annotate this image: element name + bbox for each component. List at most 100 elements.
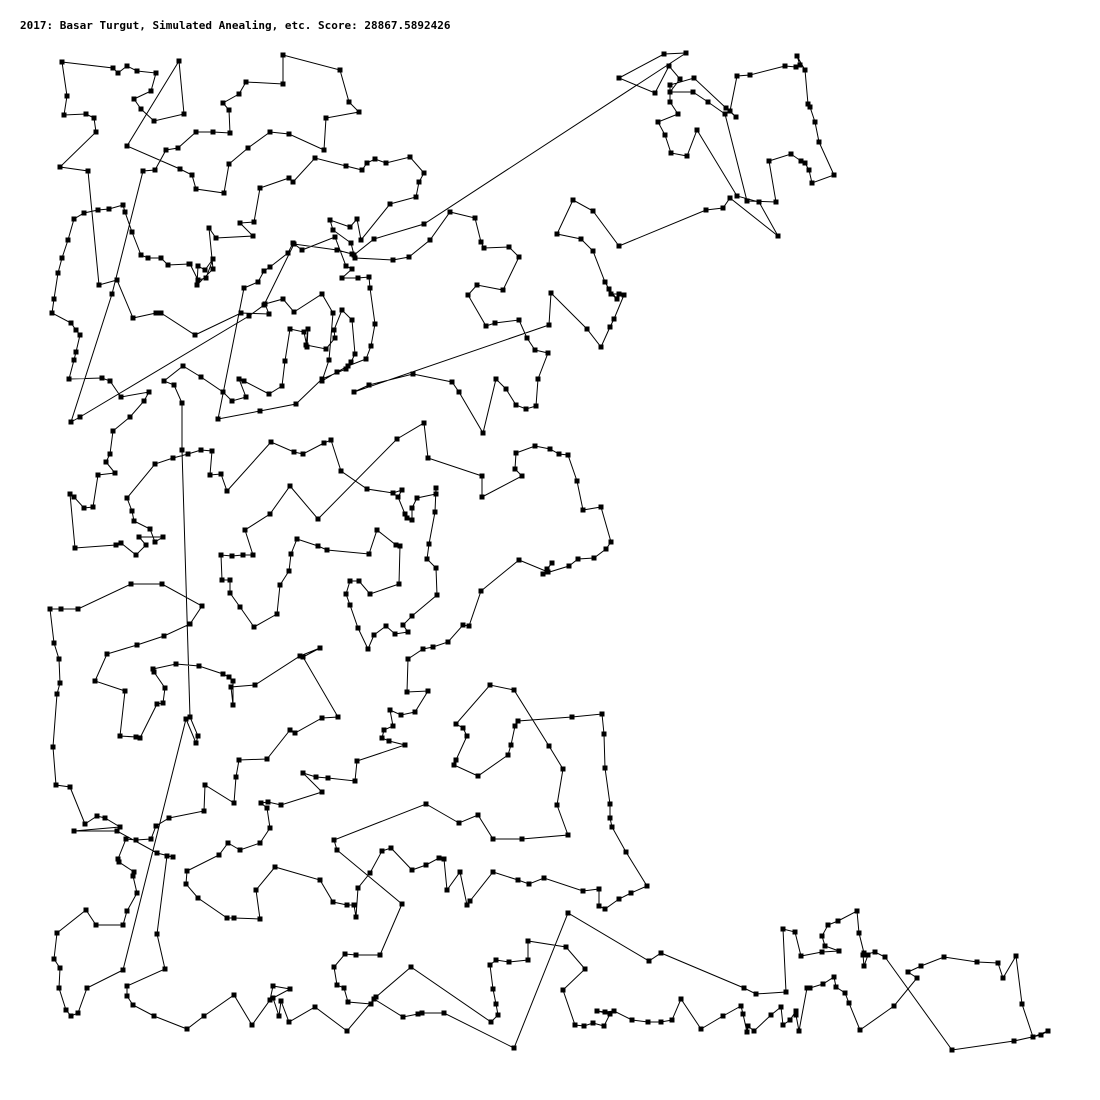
city-node xyxy=(456,389,462,395)
city-node xyxy=(1030,1034,1036,1040)
city-node xyxy=(479,494,485,500)
city-node xyxy=(278,998,284,1004)
city-node xyxy=(745,1023,751,1029)
city-node xyxy=(228,684,234,690)
city-node xyxy=(556,451,562,457)
city-node xyxy=(85,168,91,174)
city-node xyxy=(227,130,233,136)
city-node xyxy=(280,296,286,302)
city-node xyxy=(199,603,205,609)
city-node xyxy=(445,639,451,645)
city-node xyxy=(54,691,60,697)
city-node xyxy=(387,707,393,713)
city-node xyxy=(51,640,57,646)
city-node xyxy=(183,881,189,887)
city-node xyxy=(905,969,911,975)
city-node xyxy=(565,910,571,916)
city-node xyxy=(465,292,471,298)
city-node xyxy=(107,451,113,457)
city-node xyxy=(122,209,128,215)
city-node xyxy=(115,856,121,862)
city-node xyxy=(591,555,597,561)
city-node xyxy=(371,996,377,1002)
city-node xyxy=(287,986,293,992)
city-node xyxy=(546,322,552,328)
city-node xyxy=(264,805,270,811)
city-node xyxy=(328,437,334,443)
city-node xyxy=(433,485,439,491)
city-node xyxy=(83,111,89,117)
city-node xyxy=(408,964,414,970)
city-node xyxy=(138,106,144,112)
city-node xyxy=(321,147,327,153)
city-node xyxy=(266,391,272,397)
city-node xyxy=(399,901,405,907)
city-node xyxy=(347,578,353,584)
city-node xyxy=(183,716,189,722)
city-node xyxy=(678,996,684,1002)
city-node xyxy=(53,782,59,788)
city-node xyxy=(751,1028,757,1034)
city-node xyxy=(368,1001,374,1007)
city-node xyxy=(343,591,349,597)
city-node xyxy=(131,869,137,875)
city-node xyxy=(242,527,248,533)
city-node xyxy=(441,856,447,862)
city-node xyxy=(616,896,622,902)
city-node xyxy=(427,237,433,243)
city-node xyxy=(219,577,225,583)
city-node xyxy=(798,953,804,959)
city-node xyxy=(203,275,209,281)
city-node xyxy=(598,504,604,510)
city-node xyxy=(152,539,158,545)
city-node xyxy=(545,569,551,575)
city-node xyxy=(326,357,332,363)
city-node xyxy=(133,837,139,843)
city-node xyxy=(354,758,360,764)
city-node xyxy=(601,731,607,737)
city-node xyxy=(177,166,183,172)
city-node xyxy=(129,229,135,235)
city-node xyxy=(90,504,96,510)
city-node xyxy=(124,63,130,69)
city-node xyxy=(377,952,383,958)
city-node xyxy=(243,79,249,85)
city-node xyxy=(355,885,361,891)
city-node xyxy=(596,886,602,892)
city-node xyxy=(532,443,538,449)
city-node xyxy=(280,52,286,58)
city-node xyxy=(805,101,811,107)
city-node xyxy=(114,828,120,834)
city-node xyxy=(153,823,159,829)
city-node xyxy=(396,581,402,587)
city-node xyxy=(230,702,236,708)
city-node xyxy=(812,119,818,125)
city-node xyxy=(231,992,237,998)
city-node xyxy=(338,468,344,474)
city-node xyxy=(290,179,296,185)
city-node xyxy=(802,67,808,73)
city-node xyxy=(136,534,142,540)
city-node xyxy=(77,414,83,420)
city-node xyxy=(165,262,171,268)
city-node xyxy=(825,922,831,928)
city-node xyxy=(325,775,331,781)
city-node xyxy=(607,815,613,821)
city-node xyxy=(334,847,340,853)
city-node xyxy=(524,335,530,341)
city-node xyxy=(267,825,273,831)
city-node xyxy=(51,296,57,302)
city-node xyxy=(525,957,531,963)
city-node xyxy=(250,552,256,558)
city-node xyxy=(426,541,432,547)
city-node xyxy=(215,416,221,422)
city-node xyxy=(64,93,70,99)
city-node xyxy=(723,105,729,111)
city-node xyxy=(367,870,373,876)
city-node xyxy=(162,966,168,972)
city-node xyxy=(433,565,439,571)
city-node xyxy=(331,837,337,843)
city-node xyxy=(351,252,357,258)
city-node xyxy=(366,551,372,557)
city-node xyxy=(390,257,396,263)
